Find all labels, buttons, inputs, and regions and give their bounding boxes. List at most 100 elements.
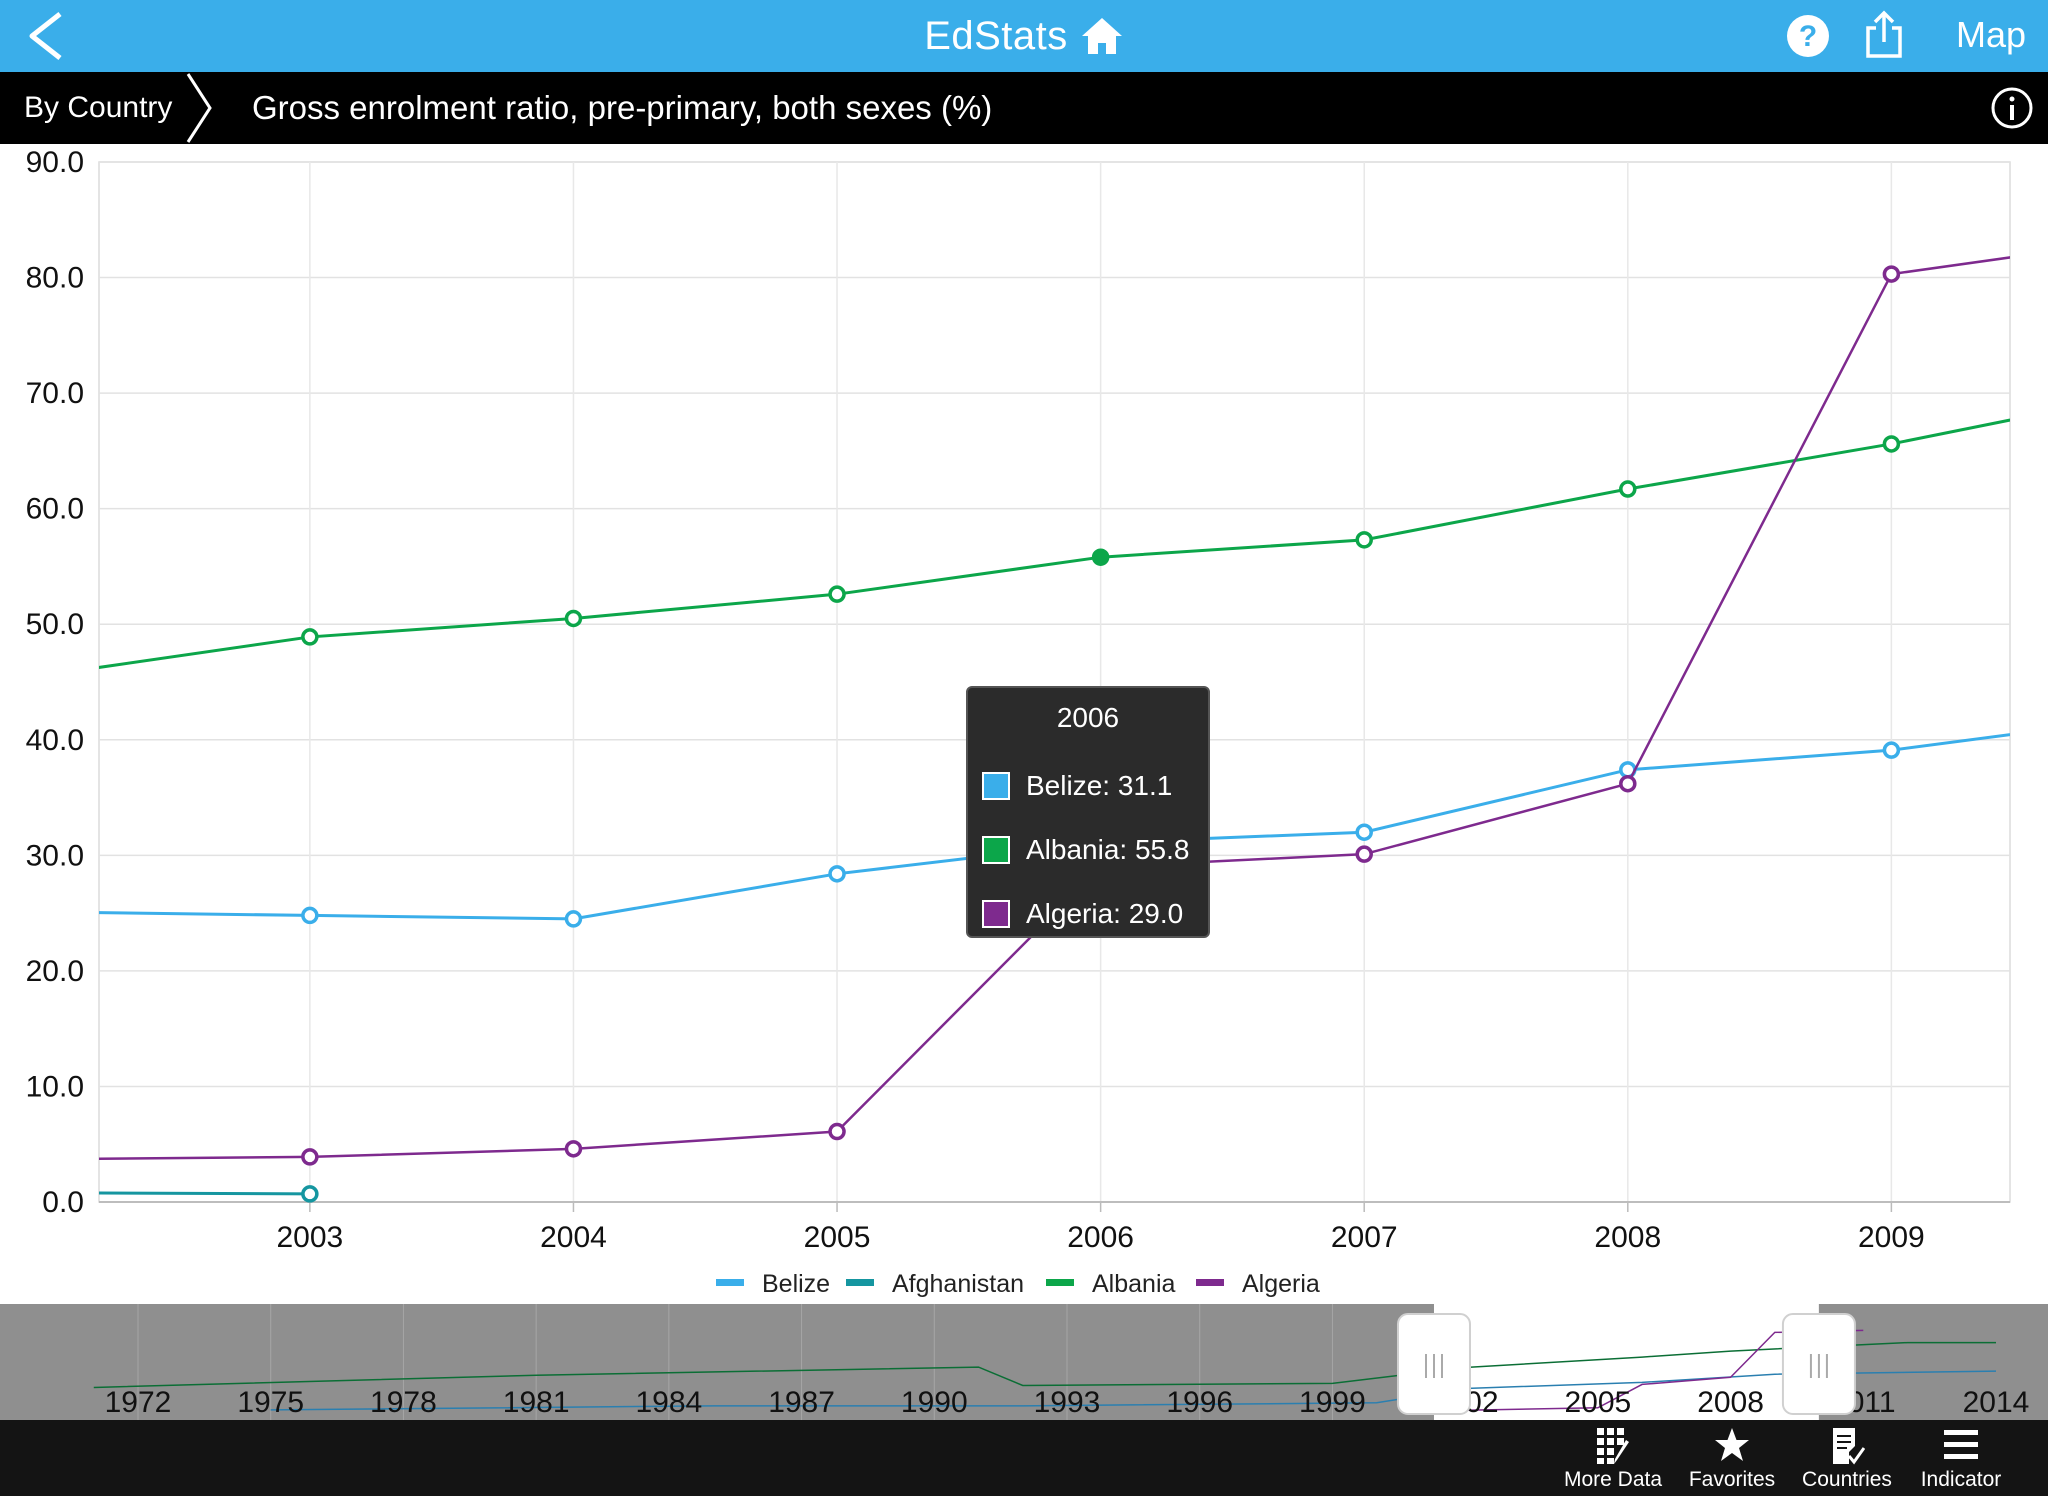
tooltip-swatch [982,836,1010,864]
info-icon [1991,87,2033,129]
series-afghanistan [99,1185,319,1203]
y-tick-label: 0.0 [42,1186,84,1219]
tab-label: Favorites [1688,1468,1776,1491]
checklist-icon [1833,1428,1865,1465]
data-point [301,906,319,925]
data-point [301,628,319,646]
data-point [564,910,583,928]
navigator-handle[interactable] [1396,1313,1471,1415]
indicator-header: By Country Gross enrolment ratio, pre-pr… [0,72,2048,144]
tooltip-swatch [982,772,1010,800]
navigator-handle[interactable] [1781,1313,1856,1415]
data-point [1619,480,1637,498]
svg-text:?: ? [1799,20,1817,53]
navigator-year-label: 1975 [237,1386,304,1419]
tooltip-row-algeria: Algeria: 29.0 [982,896,1183,932]
x-tick-label: 2008 [1594,1221,1661,1254]
legend-label: Belize [762,1270,830,1298]
navigator-year-label: 1972 [105,1386,172,1419]
data-point [828,1122,846,1141]
legend-label: Algeria [1242,1270,1320,1298]
tooltip-row-label: Algeria: 29.0 [1026,898,1184,929]
y-tick-label: 40.0 [26,724,84,757]
plot-area [98,161,2011,1203]
navigator-year-label: 1987 [768,1386,835,1419]
share-icon [1866,10,1902,58]
breadcrumb-by-country[interactable]: By Country [24,91,173,124]
data-point [1882,741,1901,759]
share-button[interactable] [1862,10,1906,60]
navigator-year-label: 1993 [1034,1386,1101,1419]
data-point [1355,845,1373,863]
navigator-year-label: 1978 [370,1386,437,1419]
navigator-year-label: 1996 [1166,1386,1233,1419]
range-navigator[interactable]: 1972 1975 1978 1981 1984 1987 1990 1993 1996 1999… [0,1304,2048,1420]
legend-swatch [846,1279,874,1286]
x-tick-label: 2007 [1331,1221,1398,1254]
navigator-year-label: 2005 [1564,1386,1631,1419]
legend-swatch [716,1279,744,1286]
navigator-year-label: 1999 [1299,1386,1366,1419]
x-tick-label: 2009 [1858,1221,1925,1254]
tab-favorites[interactable]: Favorites [1677,1420,1787,1496]
line-chart[interactable]: 0.010.020.030.040.050.060.070.080.090.0 … [0,144,2048,1304]
series-albania [99,418,2010,669]
y-tick-label: 10.0 [26,1070,84,1103]
data-point [1355,531,1373,549]
navigator-year-label: 1990 [901,1386,968,1419]
y-tick-label: 20.0 [26,955,84,988]
data-point [1882,265,1901,283]
menu-icon [1944,1430,1978,1459]
data-point [1882,435,1901,453]
y-tick-label: 80.0 [26,262,84,295]
legend-label: Albania [1092,1270,1175,1298]
tooltip-row-belize: Belize: 31.1 [982,768,1172,804]
navigator-chart[interactable]: 1972 1975 1978 1981 1984 1987 1990 1993 1996 1999… [0,1304,2048,1420]
navigator-year-label: 2008 [1697,1386,1764,1419]
tab-countries[interactable]: Countries [1792,1420,1902,1496]
tab-label: More Data [1563,1468,1663,1491]
help-button[interactable]: ? [1786,14,1830,58]
back-button[interactable] [18,8,78,64]
data-point [1091,548,1110,566]
bottom-tab-bar: More Data Favorites Countries Indicator [0,1420,2048,1496]
breadcrumb-chevron-icon [186,73,212,143]
app-title: EdStats [924,13,1068,58]
tab-indicator[interactable]: Indicator [1906,1420,2016,1496]
y-tick-label: 60.0 [26,493,84,526]
chevron-left-icon [29,12,62,60]
x-tick-label: 2006 [1067,1221,1134,1254]
x-tick-label: 2003 [276,1221,343,1254]
tooltip-row-label: Belize: 31.1 [1026,770,1173,801]
map-button[interactable]: Map [1956,14,2027,55]
data-point [828,585,846,603]
data-point [564,609,583,628]
tooltip-row-label: Albania: 55.8 [1026,834,1190,865]
data-point [564,1140,583,1158]
star-icon [1715,1428,1749,1461]
tab-more-data[interactable]: More Data [1558,1420,1668,1496]
series-line [99,1191,310,1196]
info-button[interactable] [1990,86,2034,130]
tooltip-year: 2006 [1056,702,1120,733]
home-icon[interactable] [1080,16,1124,56]
data-point [301,1185,319,1203]
legend-swatch [1196,1279,1224,1286]
legend-swatch [1046,1279,1074,1286]
legend-label: Afghanistan [892,1270,1024,1298]
y-tick-label: 50.0 [26,608,84,641]
app-header: EdStats ? Map [0,0,2048,72]
navigator-unselected-right [1818,1304,2048,1420]
x-tick-label: 2004 [540,1221,607,1254]
navigator-year-label: 1984 [635,1386,702,1419]
navigator-year-label: 1981 [503,1386,570,1419]
indicator-title: Gross enrolment ratio, pre-primary, both… [252,89,993,126]
tooltip-row-albania: Albania: 55.8 [982,832,1189,868]
data-point [1619,774,1637,793]
navigator-selected-range [1433,1304,1819,1420]
tab-label: Indicator [1920,1468,2002,1491]
data-point [828,865,846,883]
data-point [1355,823,1373,841]
grid-edit-icon [1597,1428,1629,1464]
tooltip-swatch [982,900,1010,928]
